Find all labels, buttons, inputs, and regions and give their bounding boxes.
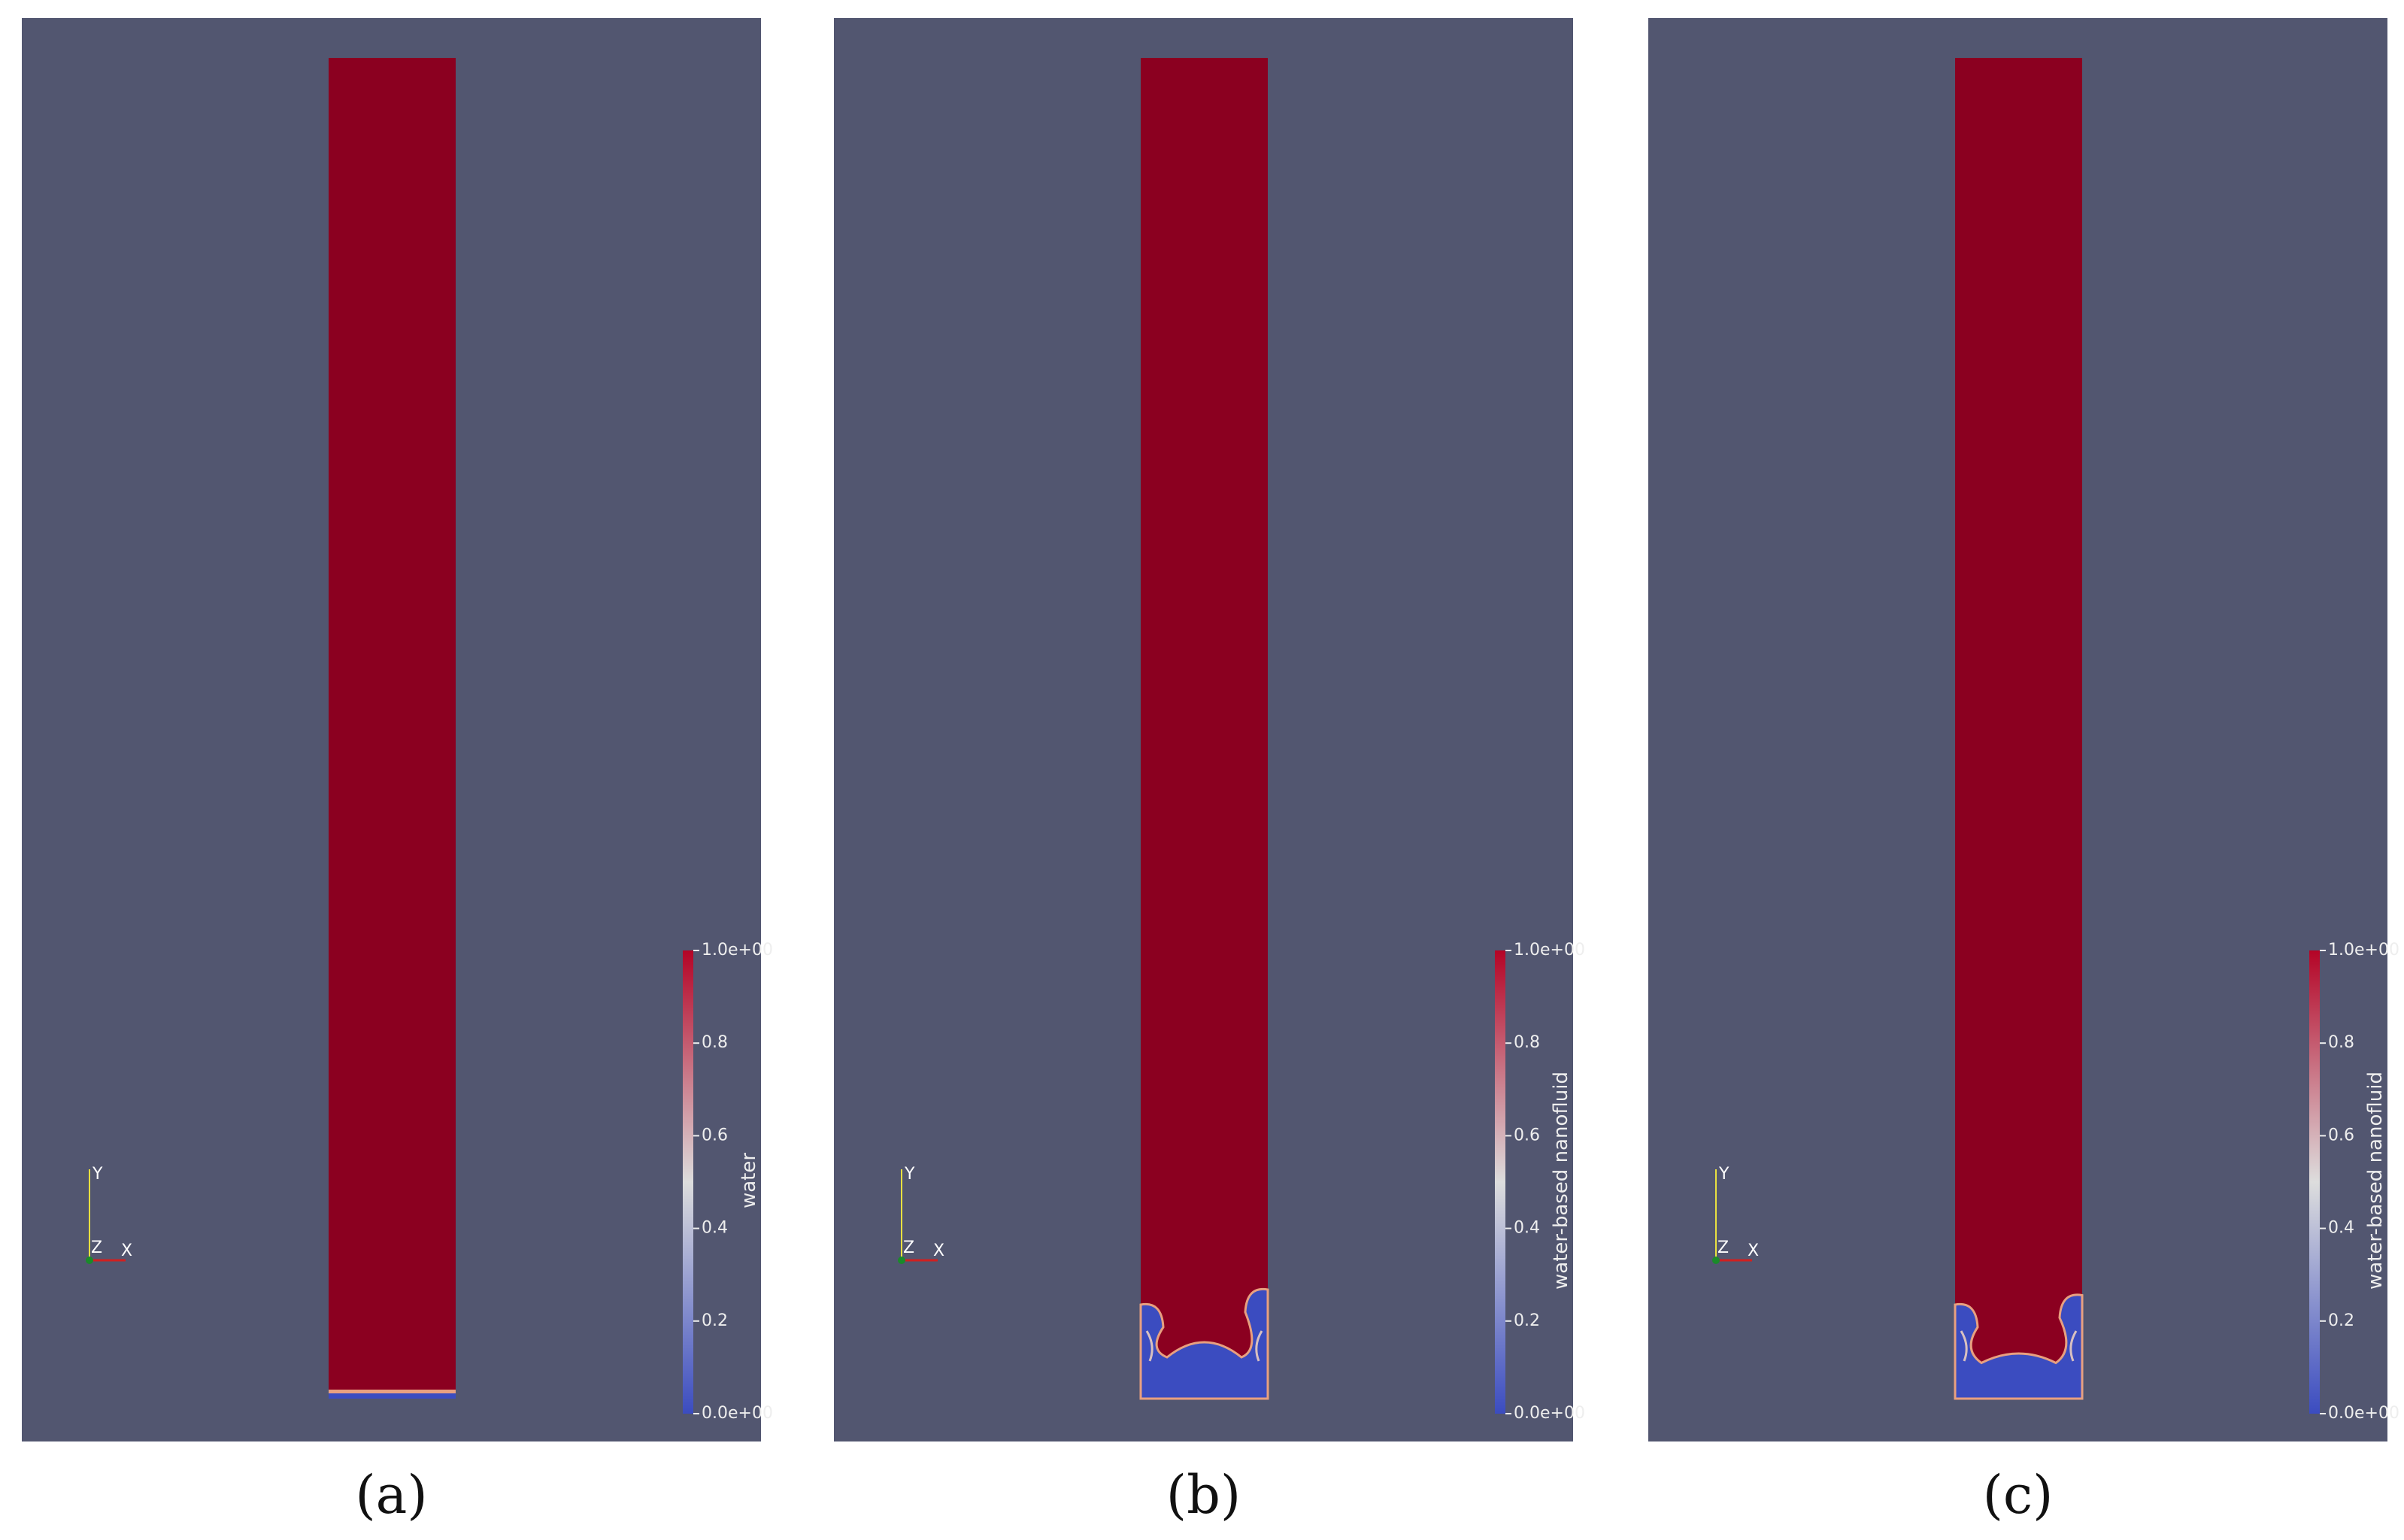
- colorbar-tick-label: 0.2: [2328, 1311, 2354, 1330]
- colorbar-tick-label: 0.4: [702, 1219, 728, 1238]
- panel: 1.0e+00 0.8 0.6 0.4 0.2 0.0e+00 water-based na…: [834, 18, 1585, 1526]
- colorbar-tick-label: 0.6: [1514, 1126, 1540, 1144]
- colorbar-title: water: [738, 1153, 760, 1208]
- colorbar-tick-label: 1.0e+00: [2328, 941, 2399, 959]
- curl: [1145, 1330, 1263, 1362]
- interface: [329, 1390, 456, 1393]
- colorbar-title: water-based nanofluid: [1550, 1072, 1572, 1290]
- axis-label: Y: [1718, 1165, 1729, 1184]
- panel-label: (a): [355, 1464, 427, 1526]
- colorbar-tick-label: 0.0e+00: [2328, 1404, 2399, 1423]
- colorbar: [2309, 950, 2320, 1414]
- colorbar-tick-label: 1.0e+00: [702, 941, 773, 959]
- colorbar-tick-label: 0.8: [2328, 1033, 2354, 1052]
- bottom-layer: [1954, 1293, 2084, 1400]
- fluid-column: [1141, 58, 1268, 1399]
- axis-label: Y: [904, 1165, 915, 1184]
- colorbar-tick-label: 0.0e+00: [1514, 1404, 1585, 1423]
- colorbar-tick-label: 0.6: [2328, 1126, 2354, 1144]
- z-axis: [1712, 1257, 1720, 1264]
- colorbar-tick-label: 0.4: [2328, 1219, 2354, 1238]
- colorbar: [1495, 950, 1505, 1414]
- axis-label: X: [121, 1241, 132, 1260]
- z-axis: [898, 1257, 905, 1264]
- colorbar-tick-label: 0.2: [702, 1311, 728, 1330]
- axis-label: X: [933, 1241, 944, 1260]
- colorbar: [683, 950, 693, 1414]
- z-axis: [86, 1257, 93, 1264]
- axis-label: X: [1748, 1241, 1759, 1260]
- axis-label: Z: [91, 1238, 102, 1257]
- panel: 1.0e+00 0.8 0.6 0.4 0.2 0.0e+00 water-based na…: [1648, 18, 2399, 1526]
- colorbar-title: water-based nanofluid: [2364, 1072, 2387, 1290]
- panel: 1.0e+00 0.8 0.6 0.4 0.2 0.0e+00 water Y Z X (a): [22, 18, 773, 1526]
- axis-label: Z: [1717, 1238, 1729, 1257]
- colorbar-tick-label: 0.8: [1514, 1033, 1540, 1052]
- bottom-layer: [329, 1393, 456, 1399]
- bottom-layer: [1139, 1287, 1269, 1400]
- fluid-column: [1955, 58, 2082, 1399]
- colorbar-tick-label: 0.6: [702, 1126, 728, 1144]
- fluid-column: [329, 58, 456, 1399]
- panel-label: (b): [1166, 1464, 1241, 1526]
- colorbar-tick-label: 0.2: [1514, 1311, 1540, 1330]
- colorbar-tick-label: 0.4: [1514, 1219, 1540, 1238]
- axis-label: Y: [92, 1165, 103, 1184]
- colorbar-tick-label: 0.0e+00: [702, 1404, 773, 1423]
- panel-label: (c): [1983, 1464, 2054, 1526]
- axis-label: Z: [903, 1238, 914, 1257]
- colorbar-tick-label: 1.0e+00: [1514, 941, 1585, 959]
- curl: [1960, 1330, 2078, 1362]
- colorbar-tick-label: 0.8: [702, 1033, 728, 1052]
